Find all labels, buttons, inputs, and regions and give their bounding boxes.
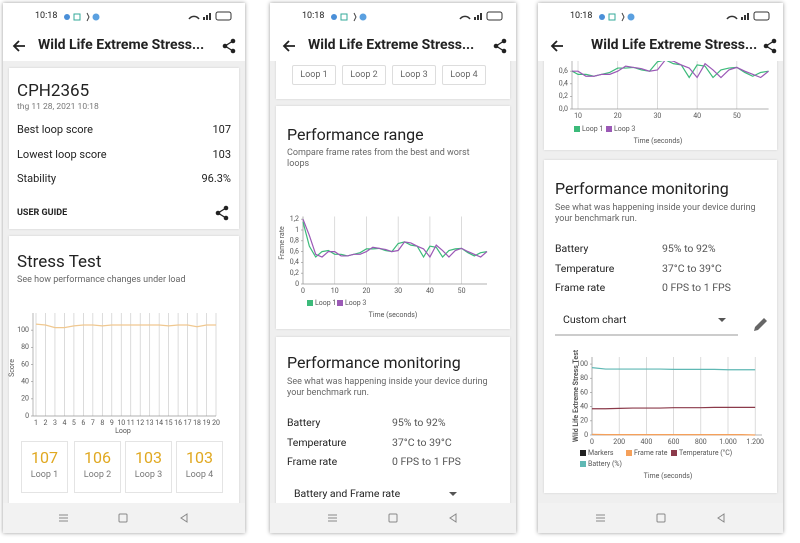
loop-score: 103 xyxy=(186,448,213,467)
back-button[interactable] xyxy=(282,39,296,53)
share-button[interactable] xyxy=(222,38,236,54)
stat-label: Stability xyxy=(17,172,57,185)
row-value: 0 FPS to 1 FPS xyxy=(392,455,461,468)
card-title: Performance monitoring xyxy=(287,353,461,372)
card-subtitle: See what was happening inside your devic… xyxy=(287,377,488,398)
row-value: 0 FPS to 1 FPS xyxy=(662,281,731,294)
loop-tab[interactable]: Loop 2 xyxy=(342,65,386,85)
stat-value: 103 xyxy=(212,148,231,161)
card-subtitle: See how performance changes under load xyxy=(17,275,186,285)
loop-label: Loop 1 xyxy=(30,470,59,480)
app-title: Wild Life Extreme Stress... xyxy=(38,37,205,53)
row-label: Temperature xyxy=(287,436,347,449)
row-label: Frame rate xyxy=(287,455,338,468)
stat-value: 96.3% xyxy=(201,172,231,185)
loop-tile[interactable]: 103 Loop 3 xyxy=(125,441,172,493)
chart-dropdown[interactable]: Custom chart xyxy=(563,313,627,326)
nav-icons xyxy=(59,513,188,523)
dropdown-caret[interactable] xyxy=(448,491,458,497)
summary-card xyxy=(9,68,239,229)
loop-score: 107 xyxy=(31,448,58,467)
chart-dropdown[interactable]: Battery and Frame rate xyxy=(294,487,401,500)
card-title: Stress Test xyxy=(17,252,102,272)
card-subtitle: Compare frame rates from the best and wo… xyxy=(287,148,470,169)
row-value: 37°C to 39°C xyxy=(662,262,722,275)
status-time: 10:18 xyxy=(35,11,58,21)
nav-icons xyxy=(328,513,457,523)
stat-label: Best loop score xyxy=(17,123,93,136)
row-label: Battery xyxy=(287,416,321,429)
status-icons xyxy=(599,12,635,22)
share-button[interactable] xyxy=(763,38,777,54)
loop-tab[interactable]: Loop 4 xyxy=(442,65,486,85)
card-title: Performance range xyxy=(287,125,424,144)
row-label: Temperature xyxy=(555,262,615,275)
nav-bar xyxy=(3,503,245,533)
run-date: thg 11 28, 2021 10:18 xyxy=(17,102,99,112)
status-signal xyxy=(726,11,770,21)
monitoring-card xyxy=(544,160,777,493)
status-time: 10:18 xyxy=(302,11,325,21)
dropdown-decor[interactable] xyxy=(554,316,779,338)
loop-tile[interactable]: 107 Loop 1 xyxy=(21,441,68,493)
status-time: 10:18 xyxy=(570,11,593,21)
row-value: 95% to 92% xyxy=(662,242,716,255)
row-value: 37°C to 39°C xyxy=(392,436,452,449)
loop-score: 106 xyxy=(84,448,111,467)
row-label: Battery xyxy=(555,242,589,255)
loop-tile[interactable]: 106 Loop 2 xyxy=(74,441,121,493)
nav-bar xyxy=(270,503,516,533)
stat-label: Lowest loop score xyxy=(17,148,107,161)
nav-bar xyxy=(538,503,783,533)
user-guide-link[interactable]: USER GUIDE xyxy=(17,208,68,218)
loop-tab[interactable]: Loop 1 xyxy=(292,65,336,85)
app-bar: 10:18 Wild Life Extreme Stress... xyxy=(270,3,516,61)
loop-tile[interactable]: 103 Loop 4 xyxy=(176,441,223,493)
device-name: CPH2365 xyxy=(17,81,90,101)
share-button[interactable] xyxy=(215,205,229,221)
phone-screen: 10:18 Wild Life Extreme Stress... CPH236… xyxy=(3,3,245,533)
status-icons xyxy=(64,12,100,22)
app-bar: 10:18 Wild Life Extreme Stress... xyxy=(3,3,245,61)
status-signal xyxy=(188,11,232,21)
loop-label: Loop 4 xyxy=(185,470,214,480)
phone-screen: 10:18 Wild Life Extreme Stress... Loop 1… xyxy=(270,3,516,533)
back-button[interactable] xyxy=(12,39,26,53)
loop-tab[interactable]: Loop 3 xyxy=(392,65,436,85)
row-label: Frame rate xyxy=(555,281,606,294)
loop-label: Loop 3 xyxy=(134,470,163,480)
loop-label: Loop 2 xyxy=(83,470,112,480)
back-button[interactable] xyxy=(550,39,564,53)
status-signal xyxy=(459,11,503,21)
range-card xyxy=(276,106,510,329)
status-icons xyxy=(331,12,367,22)
monitoring-card xyxy=(276,337,510,527)
app-title: Wild Life Extreme Stress... xyxy=(591,37,758,53)
row-value: 95% to 92% xyxy=(392,416,446,429)
phone-screen: 10:18 Wild Life Extreme Stress... Perfor… xyxy=(538,3,783,533)
app-title: Wild Life Extreme Stress... xyxy=(308,37,475,53)
share-button[interactable] xyxy=(493,38,507,54)
loop-score: 103 xyxy=(135,448,162,467)
stat-value: 107 xyxy=(212,123,231,136)
card-subtitle: See what was happening inside your devic… xyxy=(555,203,756,224)
nav-icons xyxy=(596,513,725,523)
card-title: Performance monitoring xyxy=(555,179,729,198)
app-bar: 10:18 Wild Life Extreme Stress... xyxy=(538,3,783,61)
